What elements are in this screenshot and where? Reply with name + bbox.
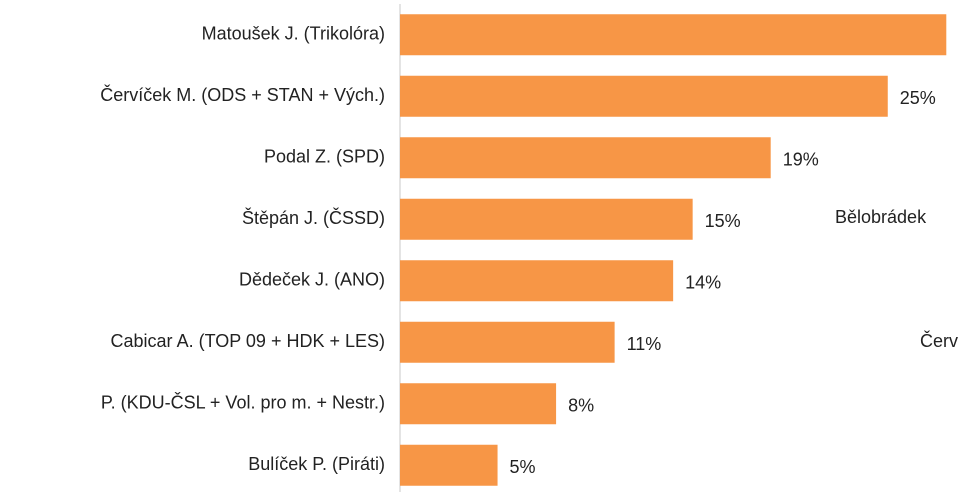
bar [400,444,498,486]
category-label: Podal Z. (SPD) [264,147,385,167]
annotation: Červ [920,330,958,351]
value-label: 5% [510,457,536,477]
value-label: 19% [783,150,819,170]
category-label: P. (KDU-ČSL + Vol. pro m. + Nestr.) [101,392,385,413]
value-label: 8% [568,396,594,416]
category-label: Štěpán J. (ČSSD) [242,207,385,228]
value-label: 25% [900,88,936,108]
value-label: 11% [627,334,662,354]
category-label: Dědeček J. (ANO) [239,270,385,290]
bar [400,14,947,56]
annotation: Bělobrádek [835,207,927,227]
bar [400,260,674,302]
category-label: Bulíček P. (Piráti) [248,454,385,474]
category-label: Červíček M. (ODS + STAN + Vých.) [100,84,385,105]
category-label: Matoušek J. (Trikolóra) [202,24,385,44]
value-label: 14% [685,273,721,293]
category-label: Cabicar A. (TOP 09 + HDK + LES) [111,331,385,351]
value-label: 15% [705,211,741,231]
bar [400,75,888,117]
bar [400,198,693,240]
bar [400,321,615,363]
bar [400,383,557,425]
bar [400,137,771,179]
